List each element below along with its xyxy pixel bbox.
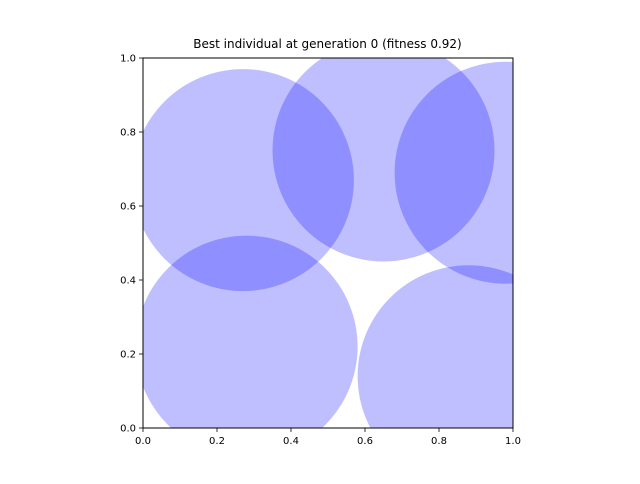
x-tick-label: 0.0 <box>135 436 151 447</box>
x-tick-label: 0.4 <box>283 436 299 447</box>
x-tick-label: 1.0 <box>505 436 521 447</box>
circle-4 <box>143 235 358 428</box>
circle-2 <box>272 58 495 262</box>
chart-title: Best individual at generation 0 (fitness… <box>193 37 462 51</box>
x-tick-label: 0.2 <box>209 436 225 447</box>
x-tick-label: 0.8 <box>431 436 447 447</box>
y-tick-label: 0.4 <box>120 276 136 287</box>
circle-5 <box>357 265 513 428</box>
y-tick-label: 0.8 <box>120 128 136 139</box>
y-tick-label: 0.6 <box>120 202 136 213</box>
circle-1 <box>143 69 354 292</box>
circle-3 <box>394 61 513 284</box>
plot-frame <box>142 57 514 429</box>
circles-layer <box>143 58 513 428</box>
y-tick-label: 1.0 <box>120 54 136 65</box>
x-axis: 0.0 0.2 0.4 0.6 0.8 1.0 <box>135 428 521 447</box>
x-tick-label: 0.6 <box>357 436 373 447</box>
plot-area <box>143 58 513 428</box>
y-tick-label: 0.2 <box>120 350 136 361</box>
y-axis: 0.0 0.2 0.4 0.6 0.8 1.0 <box>120 54 143 435</box>
y-tick-label: 0.0 <box>120 424 136 435</box>
